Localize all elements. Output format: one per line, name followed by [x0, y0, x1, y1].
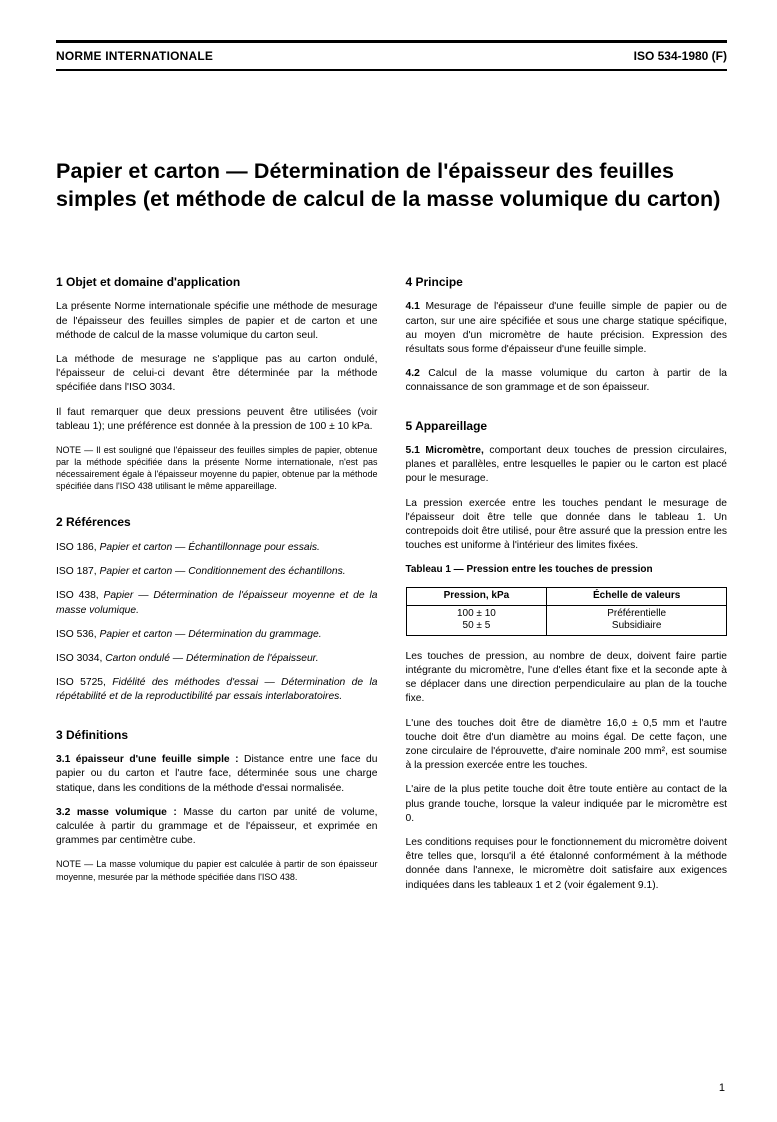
header-left: NORME INTERNATIONALE: [56, 49, 213, 63]
sec5-p1: 5.1 Micromètre, comportant deux touches …: [406, 444, 728, 487]
ref-item: ISO 5725, Fidélité des méthodes d'essai …: [56, 676, 378, 704]
sec4-p2: 4.2 Calcul de la masse volumique du cart…: [406, 367, 728, 395]
sec3-def2: 3.2 masse volumique : Masse du carton pa…: [56, 806, 378, 849]
running-header: NORME INTERNATIONALE ISO 534-1980 (F): [56, 43, 727, 69]
left-column: 1 Objet et domaine d'application La prés…: [56, 274, 378, 903]
sec2-heading: 2 Références: [56, 514, 378, 531]
table-cell: 100 ± 10 50 ± 5: [406, 605, 547, 635]
sec1-p2: La méthode de mesurage ne s'applique pas…: [56, 353, 378, 396]
ref-item: ISO 438, Papier — Détermination de l'épa…: [56, 589, 378, 617]
ref-item: ISO 3034, Carton ondulé — Détermination …: [56, 652, 378, 666]
sec4-p1: 4.1 Mesurage de l'épaisseur d'une feuill…: [406, 300, 728, 357]
sec3-def1: 3.1 épaisseur d'une feuille simple : Dis…: [56, 753, 378, 796]
document-title: Papier et carton — Détermination de l'ép…: [56, 157, 727, 214]
ref-item: ISO 186, Papier et carton — Échantillonn…: [56, 541, 378, 555]
right-column: 4 Principe 4.1 Mesurage de l'épaisseur d…: [406, 274, 728, 903]
table-header: Échelle de valeurs: [547, 588, 727, 606]
ref-item: ISO 187, Papier et carton — Conditionnem…: [56, 565, 378, 579]
page-number: 1: [719, 1082, 725, 1094]
sec5-p4: L'une des touches doit être de diamètre …: [406, 717, 728, 774]
sec1-heading: 1 Objet et domaine d'application: [56, 274, 378, 291]
header-right: ISO 534-1980 (F): [634, 49, 727, 63]
table-row: 100 ± 10 50 ± 5 Préférentielle Subsidiai…: [406, 605, 727, 635]
table1-caption: Tableau 1 — Pression entre les touches d…: [406, 563, 728, 577]
body-columns: 1 Objet et domaine d'application La prés…: [56, 274, 727, 903]
ref-item: ISO 536, Papier et carton — Déterminatio…: [56, 628, 378, 642]
sec1-p1: La présente Norme internationale spécifi…: [56, 300, 378, 343]
sec1-p3: Il faut remarquer que deux pressions peu…: [56, 406, 378, 434]
sec5-p5: L'aire de la plus petite touche doit êtr…: [406, 783, 728, 826]
header-underline: [56, 69, 727, 71]
sec3-heading: 3 Définitions: [56, 727, 378, 744]
sec5-heading: 5 Appareillage: [406, 418, 728, 435]
table1: Pression, kPa Échelle de valeurs 100 ± 1…: [406, 587, 728, 636]
sec1-note: NOTE — Il est souligné que l'épaisseur d…: [56, 444, 378, 493]
page: NORME INTERNATIONALE ISO 534-1980 (F) Pa…: [0, 0, 777, 1122]
table-header: Pression, kPa: [406, 588, 547, 606]
sec3-note: NOTE — La masse volumique du papier est …: [56, 858, 378, 882]
title-block: Papier et carton — Détermination de l'ép…: [56, 157, 727, 214]
sec5-p3: Les touches de pression, au nombre de de…: [406, 650, 728, 707]
sec5-p6: Les conditions requises pour le fonction…: [406, 836, 728, 893]
sec5-p2: La pression exercée entre les touches pe…: [406, 497, 728, 554]
table-cell: Préférentielle Subsidiaire: [547, 605, 727, 635]
sec4-heading: 4 Principe: [406, 274, 728, 291]
table-row: Pression, kPa Échelle de valeurs: [406, 588, 727, 606]
